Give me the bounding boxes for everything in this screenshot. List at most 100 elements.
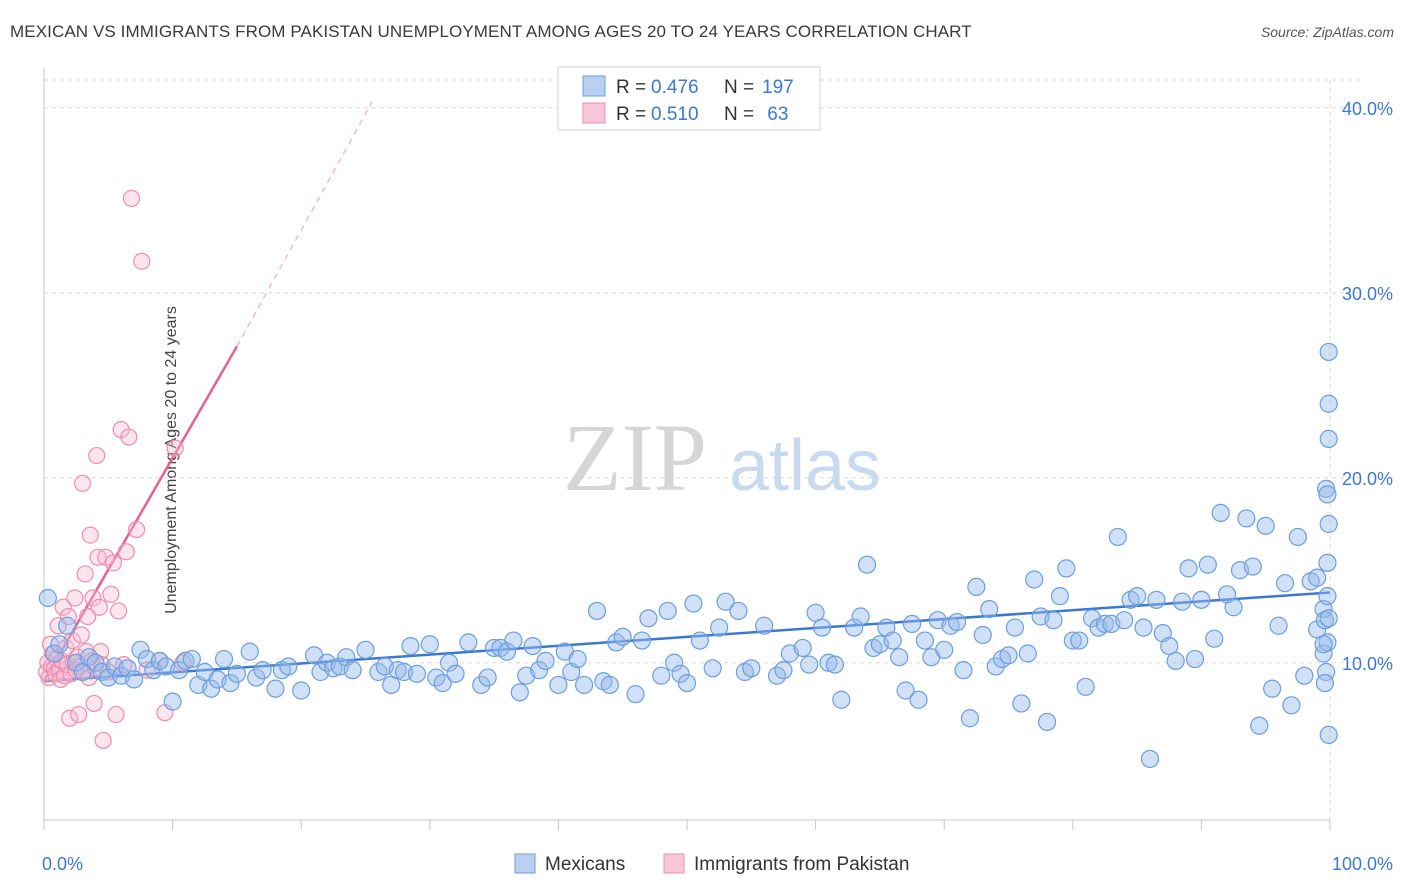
data-point-mexicans <box>973 625 992 645</box>
data-point-mexicans <box>1211 503 1230 523</box>
data-point-mexicans <box>954 661 973 680</box>
data-point-pakistan <box>104 554 123 572</box>
data-point-mexicans <box>1037 712 1057 732</box>
data-point-pakistan <box>84 589 102 607</box>
data-point-pakistan <box>73 474 92 492</box>
data-point-mexicans <box>131 640 150 659</box>
data-point-mexicans <box>459 633 478 652</box>
data-point-mexicans <box>1317 479 1336 498</box>
data-point-pakistan <box>120 428 138 446</box>
data-point-mexicans <box>1308 568 1327 587</box>
data-point-mexicans <box>902 614 922 634</box>
data-point-mexicans <box>1147 590 1166 609</box>
data-point-mexicans <box>58 616 77 635</box>
data-point-mexicans <box>1314 635 1333 654</box>
data-point-mexicans <box>1115 611 1134 630</box>
legend-swatch-mexicans <box>582 75 606 97</box>
data-point-mexicans <box>1012 694 1031 713</box>
data-point-mexicans <box>890 648 909 667</box>
data-point-mexicans <box>1095 614 1115 634</box>
data-point-mexicans <box>1127 587 1147 606</box>
data-point-pakistan <box>109 602 128 620</box>
data-point-pakistan <box>54 598 72 616</box>
data-point-pakistan <box>166 439 184 457</box>
data-point-mexicans <box>568 649 587 669</box>
data-point-mexicans <box>632 631 652 650</box>
data-point-mexicans <box>742 659 761 678</box>
data-point-mexicans <box>915 631 935 650</box>
data-point-mexicans <box>1319 725 1338 745</box>
legend-n-label-1: N = <box>724 77 754 98</box>
data-point-mexicans <box>439 653 459 672</box>
data-point-mexicans <box>478 668 497 687</box>
data-point-mexicans <box>845 618 864 637</box>
data-point-mexicans <box>221 673 240 693</box>
data-point-mexicans <box>832 690 851 709</box>
data-point-pakistan <box>94 731 112 750</box>
data-point-pakistan <box>81 526 99 544</box>
data-point-mexicans <box>240 642 259 661</box>
data-point-mexicans <box>1256 516 1275 535</box>
data-point-mexicans <box>896 681 915 700</box>
data-point-mexicans <box>716 592 735 611</box>
data-point-mexicans <box>703 659 722 678</box>
data-point-mexicans <box>935 640 954 659</box>
data-point-mexicans <box>343 661 362 680</box>
data-point-mexicans <box>50 635 69 654</box>
data-point-mexicans <box>401 636 420 656</box>
y-tick-label: 40.0% <box>1342 99 1393 119</box>
data-point-pakistan <box>72 626 90 644</box>
data-point-pakistan <box>122 189 141 207</box>
legend-swatch-pakistan <box>582 102 606 124</box>
data-point-mexicans <box>967 577 986 597</box>
data-point-pakistan <box>90 598 108 616</box>
data-point-mexicans <box>825 655 844 674</box>
data-point-mexicans <box>1018 644 1037 663</box>
data-point-mexicans <box>202 679 221 698</box>
data-point-pakistan <box>102 585 120 603</box>
data-point-mexicans <box>1108 527 1127 547</box>
data-point-pakistan <box>66 589 84 607</box>
data-point-mexicans <box>324 659 343 678</box>
data-point-mexicans <box>1243 557 1262 576</box>
data-point-mexicans <box>1319 394 1338 413</box>
data-point-mexicans <box>819 653 838 672</box>
axes <box>43 68 1331 830</box>
data-point-mexicans <box>587 601 607 621</box>
data-point-mexicans <box>163 692 182 711</box>
data-point-mexicans <box>690 631 709 650</box>
data-point-mexicans <box>1250 716 1269 735</box>
data-point-pakistan <box>76 565 94 583</box>
data-point-mexicans <box>1237 509 1256 528</box>
data-point-mexicans <box>1063 631 1082 650</box>
data-point-mexicans <box>1319 429 1338 448</box>
y-tick-label: 20.0% <box>1342 469 1393 489</box>
legend-r-label-2: R = <box>616 104 646 125</box>
data-point-mexicans <box>279 657 298 676</box>
data-point-mexicans <box>1282 696 1301 715</box>
chart-title: MEXICAN VS IMMIGRANTS FROM PAKISTAN UNEM… <box>10 22 972 41</box>
data-point-mexicans <box>600 675 619 695</box>
data-point-pakistan <box>115 655 133 674</box>
data-point-mexicans <box>639 609 658 628</box>
x-tick-label-min: 0.0% <box>42 854 83 874</box>
legend-n-value-2: 63 <box>762 104 788 125</box>
data-point-mexicans <box>793 638 812 658</box>
data-point-mexicans <box>1166 651 1185 671</box>
data-point-mexicans <box>1288 527 1307 547</box>
data-point-mexicans <box>575 675 594 695</box>
legend-bottom-label-pakistan: Immigrants from Pakistan <box>694 854 909 875</box>
data-point-mexicans <box>1318 587 1337 606</box>
data-point-mexicans <box>851 607 870 626</box>
data-point-mexicans <box>86 653 105 672</box>
data-point-mexicans <box>523 636 542 656</box>
legend-bottom-label-mexicans: Mexicans <box>545 854 625 875</box>
legend-r-label-1: R = <box>616 77 646 98</box>
data-point-mexicans <box>909 690 928 709</box>
data-point-mexicans <box>504 631 523 650</box>
data-point-mexicans <box>729 601 748 621</box>
data-point-mexicans <box>1314 644 1333 663</box>
data-point-mexicans <box>1263 679 1282 698</box>
data-point-pakistan <box>70 705 88 724</box>
